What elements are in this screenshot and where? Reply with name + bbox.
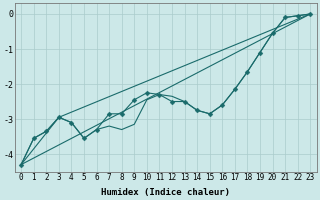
X-axis label: Humidex (Indice chaleur): Humidex (Indice chaleur) bbox=[101, 188, 230, 197]
